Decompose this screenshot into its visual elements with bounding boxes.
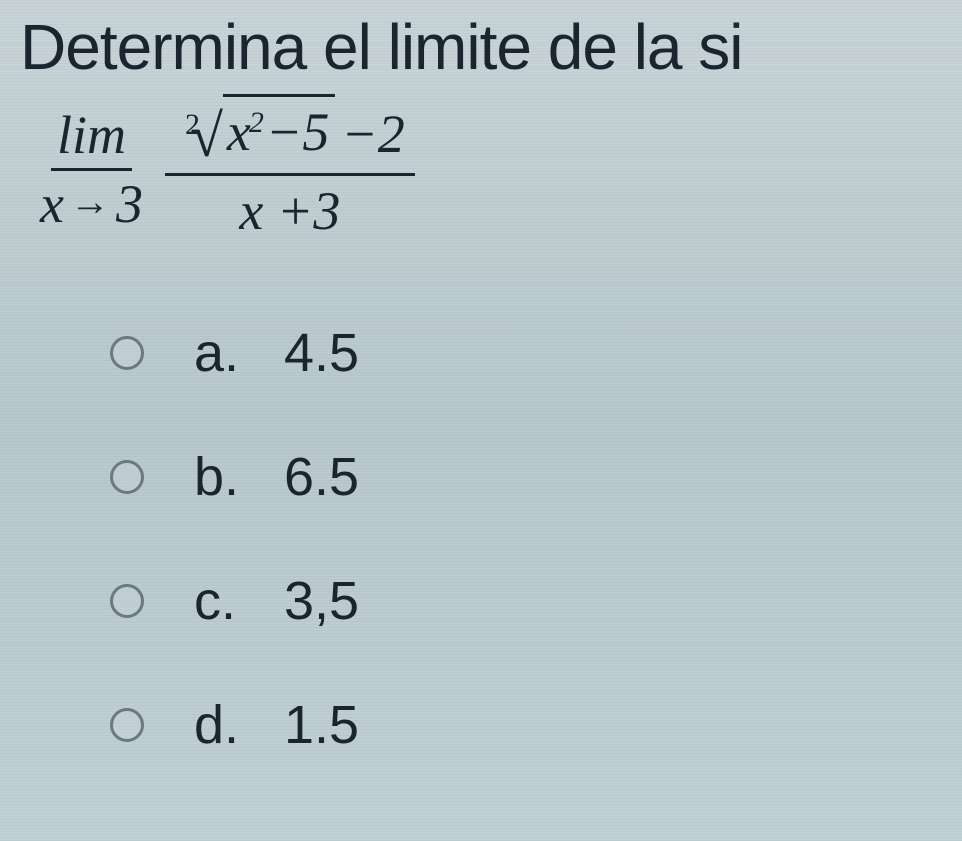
- radio-icon[interactable]: [110, 336, 144, 370]
- option-letter: c.: [194, 570, 244, 632]
- radio-icon[interactable]: [110, 708, 144, 742]
- option-label: d. 1.5: [194, 694, 359, 756]
- fraction: 2 √ x 2 −5 −2 x +3: [165, 96, 415, 242]
- radicand-var: x: [227, 101, 251, 163]
- radicand: x 2 −5: [223, 94, 335, 163]
- radical: √ x 2 −5: [190, 96, 335, 167]
- limit-equation: lim x → 3 2 √ x 2 −5 −2: [40, 96, 942, 242]
- arrow-icon: →: [70, 178, 110, 225]
- limit-operator: lim x → 3: [40, 104, 143, 235]
- option-letter: b.: [194, 446, 244, 508]
- limit-label: lim: [51, 104, 132, 171]
- option-label: a. 4.5: [194, 322, 359, 384]
- limit-value: 3: [116, 173, 143, 235]
- question-title: Determina el limite de la si: [20, 10, 942, 84]
- option-letter: a.: [194, 322, 244, 384]
- option-label: b. 6.5: [194, 446, 359, 508]
- option-label: c. 3,5: [194, 570, 359, 632]
- radio-icon[interactable]: [110, 460, 144, 494]
- option-value: 6.5: [284, 446, 359, 508]
- option-letter: d.: [194, 694, 244, 756]
- numerator-tail: −2: [341, 103, 404, 165]
- radical-sign-icon: √: [190, 102, 223, 171]
- radicand-exponent: 2: [249, 106, 264, 140]
- limit-approach: x → 3: [40, 171, 143, 235]
- option-value: 1.5: [284, 694, 359, 756]
- denominator-var: x: [239, 181, 263, 241]
- option-c[interactable]: c. 3,5: [110, 570, 942, 632]
- option-a[interactable]: a. 4.5: [110, 322, 942, 384]
- limit-variable: x: [40, 173, 64, 235]
- option-value: 4.5: [284, 322, 359, 384]
- denominator: x +3: [239, 176, 340, 242]
- radio-icon[interactable]: [110, 584, 144, 618]
- denominator-tail: +3: [277, 181, 340, 241]
- options-list: a. 4.5 b. 6.5 c. 3,5 d. 1.5: [110, 322, 942, 756]
- radicand-minus: −5: [266, 101, 329, 163]
- option-b[interactable]: b. 6.5: [110, 446, 942, 508]
- numerator: 2 √ x 2 −5 −2: [165, 96, 415, 176]
- option-value: 3,5: [284, 570, 359, 632]
- option-d[interactable]: d. 1.5: [110, 694, 942, 756]
